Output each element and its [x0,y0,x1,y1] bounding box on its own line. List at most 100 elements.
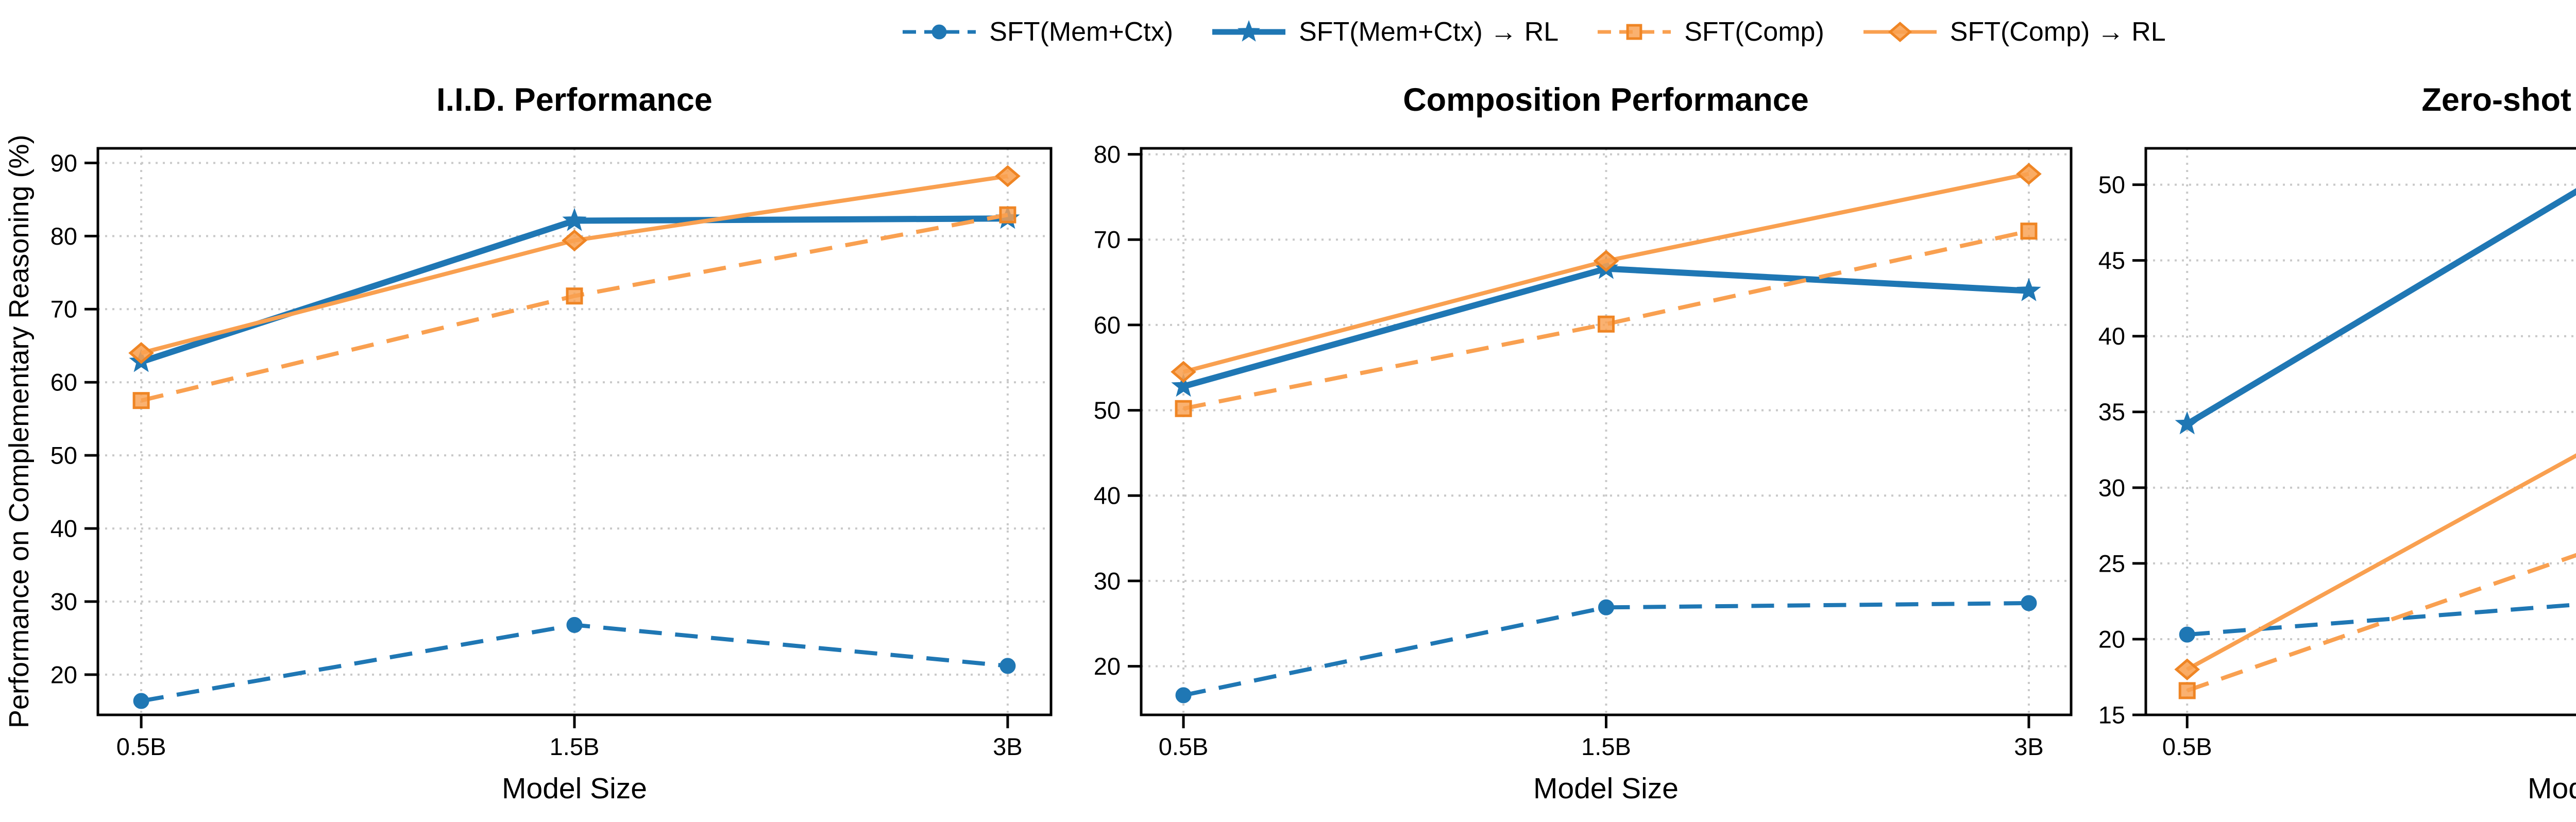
x-tick-label: 0.5B [2162,733,2212,760]
circle-marker-icon [2179,626,2195,643]
y-tick-label: 50 [50,442,77,469]
square-marker-icon [132,392,150,409]
series-line [2186,453,2576,672]
square-marker-icon [999,206,1016,224]
circle-marker-icon [2021,595,2037,611]
y-tick-label: 40 [2098,322,2125,350]
square-marker-icon [1598,24,1671,40]
circle-marker-icon [999,658,1016,674]
subplot-title-composition: Composition Performance [1403,82,1809,118]
x-tick-label: 1.5B [550,733,600,760]
series-line [2185,188,2576,427]
diamond-marker-icon [1171,361,1196,383]
x-axis-label-iid: Model Size [502,772,647,805]
y-tick-label: 20 [50,661,77,688]
subplot-title-zeroshot: Zero-shot Performance [2421,82,2576,118]
y-axis-ticks: 20 30 40 50 60 70 80 [1094,141,1141,680]
legend-label: SFT(Mem+Ctx) [989,17,1174,47]
series-2 [132,206,1016,409]
series-2 [2178,553,2576,699]
y-tick-label: 30 [2098,474,2125,501]
series-3 [128,165,1021,364]
circle-marker-icon [1175,687,1192,704]
diamond-marker-icon [2174,658,2200,681]
y-tick-label: 50 [2098,171,2125,198]
square-marker-icon [2178,682,2196,699]
star-marker-icon [1171,373,1196,397]
y-tick-label: 40 [50,515,77,542]
legend-label: SFT(Comp) [1684,17,1824,47]
square-marker-icon [2020,222,2038,240]
y-tick-label: 30 [50,588,77,615]
legend-item-sft-mem-ctx-rl: SFT(Mem+Ctx) → RL [1210,15,1558,48]
plot-background [2146,148,2576,715]
square-marker-icon [1598,315,1615,333]
diamond-marker-icon [1593,250,1619,272]
circle-marker-icon [931,24,947,40]
legend-item-sft-comp: SFT(Comp) [1596,15,1824,48]
y-axis-ticks: 15 20 25 30 35 40 45 50 [2098,171,2146,728]
diamond-marker-icon [995,165,1021,187]
y-tick-label: 90 [50,149,77,177]
series-3 [1171,163,2042,383]
y-tick-label: 30 [1094,567,1121,594]
y-tick-label: 70 [50,296,77,323]
y-tick-label: 35 [2098,398,2125,425]
y-tick-label: 40 [1094,482,1121,509]
x-tick-label: 0.5B [116,733,166,760]
subplot-0: 20 30 40 50 60 70 80 90 0.5B 1.5B 3B [50,147,1053,760]
legend: SFT(Mem+Ctx) SFT(Mem+Ctx) → RL SFT(Comp) SF… [0,7,2576,57]
legend-label: SFT(Mem+Ctx) → RL [1299,17,1559,47]
star-marker-icon [2175,411,2199,435]
circle-marker-icon [566,616,583,633]
star-marker-icon [562,208,587,231]
square-marker-icon [1175,400,1192,417]
diamond-marker-icon [128,342,154,364]
square-marker-icon [1626,24,1642,40]
x-tick-label: 0.5B [1159,733,1209,760]
y-tick-label: 45 [2098,247,2125,274]
y-tick-label: 25 [2098,550,2125,577]
series-3 [2174,453,2576,681]
series-line [2186,553,2576,693]
legend-label: SFT(Comp) → RL [1950,17,2166,47]
x-axis-ticks: 0.5B 1.5B 3B [1159,715,2044,760]
series-2 [1175,222,2038,417]
x-tick-label: 1.5B [1581,733,1631,760]
diamond-marker-icon [562,229,587,252]
y-tick-label: 80 [1094,141,1121,168]
star-marker-icon [1212,20,1286,42]
y-tick-label: 60 [1094,311,1121,338]
gridlines [1141,148,2071,715]
y-tick-label: 80 [50,222,77,250]
series-1 [2175,188,2576,435]
y-axis-label: Performance on Complementary Reasoning (… [4,134,35,729]
circle-marker-icon [133,693,149,709]
x-axis-ticks: 0.5B 1.5B 3B [116,715,1023,760]
diamond-marker-icon [1863,22,1937,42]
subplot-1: 20 30 40 50 60 70 80 0.5B 1.5B 3B [1094,141,2073,760]
y-tick-label: 70 [1094,226,1121,253]
circle-marker-icon [903,24,976,40]
x-axis-label-zeroshot: Model Size [2528,772,2576,805]
x-axis-label-composition: Model Size [1533,772,1679,805]
y-tick-label: 60 [50,369,77,396]
x-tick-label: 3B [2014,733,2044,760]
star-marker-icon [1238,20,1261,42]
y-axis-ticks: 20 30 40 50 60 70 80 90 [50,149,98,688]
square-marker-icon [566,287,583,305]
x-tick-label: 3B [993,733,1023,760]
legend-item-sft-mem-ctx: SFT(Mem+Ctx) [901,15,1173,48]
y-tick-label: 15 [2098,701,2125,728]
series-0 [1175,595,2037,704]
series-0 [2179,603,2576,643]
y-tick-label: 20 [1094,653,1121,680]
y-tick-label: 20 [2098,625,2125,653]
star-marker-icon [2016,278,2041,301]
diamond-marker-icon [1888,22,1912,42]
subplot-title-iid: I.I.D. Performance [436,82,713,118]
